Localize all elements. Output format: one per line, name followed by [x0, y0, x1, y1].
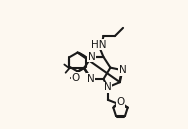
Text: N: N: [104, 82, 112, 92]
Text: O: O: [72, 73, 80, 83]
Text: N: N: [88, 52, 95, 62]
Text: HN: HN: [91, 40, 106, 50]
Text: N: N: [87, 74, 95, 84]
Text: N: N: [118, 65, 126, 75]
Text: O: O: [116, 97, 125, 107]
